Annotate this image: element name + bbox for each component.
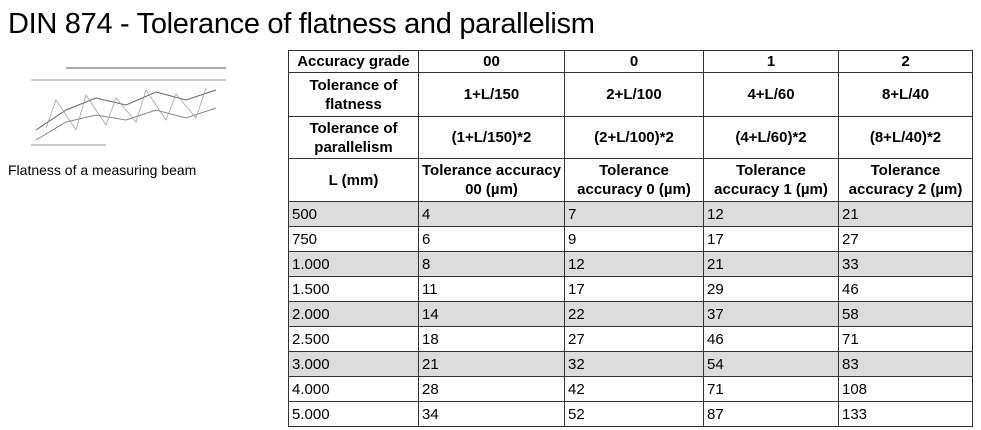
data-cell: 1.500 xyxy=(288,276,419,302)
data-cell: 11 xyxy=(418,276,565,302)
data-cell: 71 xyxy=(703,376,839,402)
header-cell: Accuracy grade xyxy=(288,50,419,73)
header-cell: 2 xyxy=(838,50,973,73)
data-cell: 8 xyxy=(418,251,565,277)
data-cell: 87 xyxy=(703,401,839,427)
data-cell: 58 xyxy=(838,301,973,327)
data-cell: 71 xyxy=(838,326,973,352)
header-cell: Tolerance of flatness xyxy=(288,72,419,117)
data-cell: 6 xyxy=(418,226,565,252)
data-cell: 2.000 xyxy=(288,301,419,327)
data-cell: 42 xyxy=(564,376,704,402)
data-cell: 18 xyxy=(418,326,565,352)
header-cell: (1+L/150)*2 xyxy=(418,116,565,159)
data-cell: 3.000 xyxy=(288,351,419,377)
header-row: Tolerance of flatness 1+L/150 2+L/100 4+L/6… xyxy=(288,72,973,117)
data-cell: 21 xyxy=(703,251,839,277)
data-cell: 22 xyxy=(564,301,704,327)
data-cell: 17 xyxy=(703,226,839,252)
header-cell: L (mm) xyxy=(288,158,419,202)
beam-sketch xyxy=(31,67,226,146)
data-row: 4.000 28 42 71 108 xyxy=(288,376,973,402)
data-cell: 5.000 xyxy=(288,401,419,427)
header-row: L (mm) Tolerance accuracy 00 (µm) Toleranc… xyxy=(288,158,973,202)
data-cell: 52 xyxy=(564,401,704,427)
data-cell: 28 xyxy=(418,376,565,402)
data-cell: 32 xyxy=(564,351,704,377)
data-cell: 9 xyxy=(564,226,704,252)
data-cell: 4.000 xyxy=(288,376,419,402)
header-cell: Tolerance accuracy 1 (µm) xyxy=(703,158,839,202)
data-row: 1.000 8 12 21 33 xyxy=(288,251,973,277)
data-cell: 27 xyxy=(838,226,973,252)
header-cell: 8+L/40 xyxy=(838,72,973,117)
header-cell: Tolerance accuracy 2 (µm) xyxy=(838,158,973,202)
data-row: 2.000 14 22 37 58 xyxy=(288,301,973,327)
data-cell: 108 xyxy=(838,376,973,402)
data-cell: 500 xyxy=(288,201,419,227)
data-cell: 7 xyxy=(564,201,704,227)
data-cell: 750 xyxy=(288,226,419,252)
data-cell: 46 xyxy=(703,326,839,352)
header-cell: (4+L/60)*2 xyxy=(703,116,839,159)
header-cell: Tolerance accuracy 0 (µm) xyxy=(564,158,704,202)
data-row: 1.500 11 17 29 46 xyxy=(288,276,973,302)
header-cell: 1 xyxy=(703,50,839,73)
data-row: 500 4 7 12 21 xyxy=(288,201,973,227)
header-cell: (8+L/40)*2 xyxy=(838,116,973,159)
header-row: Accuracy grade 00 0 1 2 xyxy=(288,50,973,73)
data-row: 5.000 34 52 87 133 xyxy=(288,401,973,427)
data-cell: 46 xyxy=(838,276,973,302)
data-cell: 4 xyxy=(418,201,565,227)
data-cell: 12 xyxy=(564,251,704,277)
header-cell: 2+L/100 xyxy=(564,72,704,117)
header-cell: Tolerance of parallelism xyxy=(288,116,419,159)
data-cell: 27 xyxy=(564,326,704,352)
data-cell: 17 xyxy=(564,276,704,302)
data-cell: 2.500 xyxy=(288,326,419,352)
data-cell: 54 xyxy=(703,351,839,377)
figure-caption: Flatness of a measuring beam xyxy=(8,162,197,178)
data-cell: 83 xyxy=(838,351,973,377)
header-row: Tolerance of parallelism (1+L/150)*2 (2+L/… xyxy=(288,116,973,159)
header-cell: (2+L/100)*2 xyxy=(564,116,704,159)
page-title: DIN 874 - Tolerance of flatness and para… xyxy=(8,8,595,40)
header-cell: Tolerance accuracy 00 (µm) xyxy=(418,158,565,202)
data-row: 2.500 18 27 46 71 xyxy=(288,326,973,352)
data-cell: 133 xyxy=(838,401,973,427)
table-header: Accuracy grade 00 0 1 2 Tolerance of flatness… xyxy=(288,50,973,202)
data-cell: 29 xyxy=(703,276,839,302)
header-cell: 00 xyxy=(418,50,565,73)
tolerance-table: Accuracy grade 00 0 1 2 Tolerance of flatness… xyxy=(288,50,973,427)
data-cell: 12 xyxy=(703,201,839,227)
data-cell: 14 xyxy=(418,301,565,327)
header-cell: 4+L/60 xyxy=(703,72,839,117)
data-cell: 33 xyxy=(838,251,973,277)
data-cell: 34 xyxy=(418,401,565,427)
header-cell: 0 xyxy=(564,50,704,73)
data-cell: 21 xyxy=(418,351,565,377)
data-cell: 1.000 xyxy=(288,251,419,277)
header-cell: 1+L/150 xyxy=(418,72,565,117)
data-row: 750 6 9 17 27 xyxy=(288,226,973,252)
table-body: 500 4 7 12 21 750 6 9 17 27 1.000 8 12 21 33 1.500 11 17 2… xyxy=(288,201,973,427)
data-cell: 21 xyxy=(838,201,973,227)
data-cell: 37 xyxy=(703,301,839,327)
data-row: 3.000 21 32 54 83 xyxy=(288,351,973,377)
